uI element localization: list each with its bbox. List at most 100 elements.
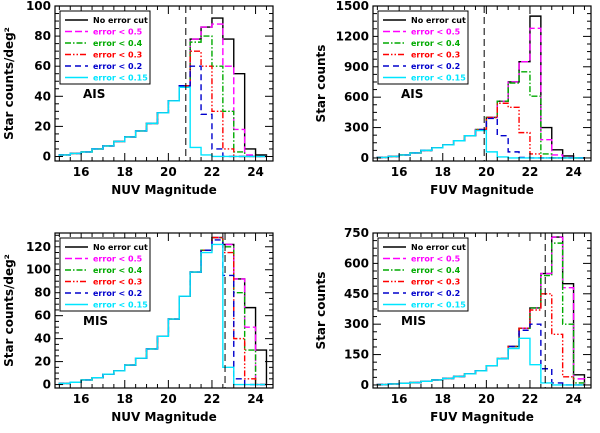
chart-panel-4: 16 18 20 22 24 0 150 300 450 600 750 FUV Magnitude S… <box>314 226 592 424</box>
y-tick-label: 1200 <box>336 29 369 43</box>
x-tick-label: 20 <box>478 392 495 406</box>
legend-box <box>377 237 469 312</box>
survey-label: AIS <box>401 87 423 101</box>
x-tick-label: 20 <box>160 165 177 179</box>
legend-label: error < 0.5 <box>411 255 461 264</box>
x-axis-label: NUV Magnitude <box>111 410 217 424</box>
x-tick-label: 22 <box>522 392 539 406</box>
y-tick-label: 20 <box>34 119 51 133</box>
legend-label: error < 0.5 <box>93 255 143 264</box>
y-tick-label: 1500 <box>336 0 369 13</box>
x-tick-label: 24 <box>565 165 582 179</box>
y-tick-label: 0 <box>361 151 369 165</box>
x-tick-label: 18 <box>116 165 133 179</box>
legend-box <box>59 237 151 312</box>
legend: No error cut error < 0.5 error < 0.4 error … <box>377 10 469 85</box>
legend-box <box>377 10 469 85</box>
legend-label: error < 0.4 <box>411 266 461 275</box>
series-6-line <box>376 337 585 386</box>
y-tick-label: 600 <box>344 256 369 270</box>
legend-label: No error cut <box>93 16 148 25</box>
y-tick-label: 450 <box>344 287 369 301</box>
y-tick-label: 60 <box>34 309 51 323</box>
x-tick-label: 20 <box>478 165 495 179</box>
y-tick-label: 40 <box>34 332 51 346</box>
y-axis-label: Star counts <box>314 45 328 123</box>
plot-area <box>58 236 268 386</box>
x-tick-label: 24 <box>565 392 582 406</box>
legend-label: error < 0.4 <box>411 39 461 48</box>
series-3-line <box>376 71 585 159</box>
legend-label: error < 0.4 <box>93 266 143 275</box>
y-tick-label: 120 <box>26 240 51 254</box>
legend-label: No error cut <box>93 243 148 252</box>
legend: No error cut error < 0.5 error < 0.4 error … <box>377 237 469 312</box>
legend-label: error < 0.2 <box>411 289 460 298</box>
legend: No error cut error < 0.5 error < 0.4 error … <box>59 10 151 85</box>
legend-label: error < 0.5 <box>411 28 461 37</box>
y-axis-label: Star counts/deg² <box>2 27 16 140</box>
legend-label: error < 0.2 <box>411 62 460 71</box>
y-tick-label: 750 <box>344 226 369 240</box>
legend-label: error < 0.3 <box>411 278 460 287</box>
y-tick-label: 80 <box>34 29 51 43</box>
y-tick-label: 0 <box>43 149 51 163</box>
axes-frame <box>54 232 274 389</box>
chart-panel-3: 16 18 20 22 24 0 20 40 60 80 100 120 NUV Magnitude St… <box>2 232 274 424</box>
axes-frame <box>372 232 592 389</box>
x-tick-label: 16 <box>391 165 408 179</box>
y-tick-label: 100 <box>26 263 51 277</box>
axes-frame <box>54 5 274 162</box>
x-tick-label: 20 <box>160 392 177 406</box>
series-5-line <box>376 323 585 386</box>
legend-label: error < 0.4 <box>93 39 143 48</box>
y-tick-label: 40 <box>34 89 51 103</box>
legend-label: error < 0.3 <box>93 51 142 60</box>
x-tick-label: 16 <box>73 165 90 179</box>
y-tick-label: 60 <box>34 59 51 73</box>
series-6-line <box>58 243 267 386</box>
axes-frame <box>372 5 592 162</box>
x-tick-label: 18 <box>434 392 451 406</box>
survey-label: AIS <box>83 87 105 101</box>
x-tick-label: 22 <box>204 165 221 179</box>
x-tick-label: 22 <box>204 392 221 406</box>
legend-label: error < 0.5 <box>93 28 143 37</box>
y-tick-label: 0 <box>43 378 51 392</box>
legend-label: error < 0.15 <box>411 74 466 83</box>
y-tick-label: 80 <box>34 286 51 300</box>
legend-label: error < 0.3 <box>93 278 142 287</box>
plot-area <box>376 236 586 386</box>
chart-panel-1: 16 18 20 22 24 0 20 40 60 80 100 NUV Magnitude Star … <box>2 0 274 197</box>
x-tick-label: 18 <box>116 392 133 406</box>
y-tick-label: 900 <box>344 60 369 74</box>
y-tick-label: 300 <box>344 121 369 135</box>
legend-label: No error cut <box>411 16 466 25</box>
legend-label: error < 0.15 <box>411 301 466 310</box>
legend-label: error < 0.15 <box>93 74 148 83</box>
series-6-line <box>376 129 585 159</box>
x-tick-label: 24 <box>247 165 264 179</box>
survey-label: MIS <box>83 314 108 328</box>
y-tick-label: 0 <box>361 378 369 392</box>
series-5-line <box>376 117 585 159</box>
x-axis-label: FUV Magnitude <box>430 410 534 424</box>
x-tick-label: 16 <box>391 392 408 406</box>
x-tick-label: 24 <box>247 392 264 406</box>
y-tick-label: 600 <box>344 90 369 104</box>
x-tick-label: 16 <box>73 392 90 406</box>
y-tick-label: 100 <box>26 0 51 13</box>
y-axis-label: Star counts/deg² <box>2 254 16 367</box>
x-tick-label: 22 <box>522 165 539 179</box>
survey-label: MIS <box>401 314 426 328</box>
x-tick-label: 18 <box>434 165 451 179</box>
x-axis-label: FUV Magnitude <box>430 183 534 197</box>
y-axis-label: Star counts <box>314 272 328 350</box>
legend-label: error < 0.3 <box>411 51 460 60</box>
chart-panel-2: 16 18 20 22 24 0 300 600 900 1200 1500 FUV Magnitud… <box>314 0 592 197</box>
legend-label: error < 0.2 <box>93 62 142 71</box>
legend-label: No error cut <box>411 243 466 252</box>
y-tick-label: 300 <box>344 317 369 331</box>
legend-box <box>59 10 151 85</box>
